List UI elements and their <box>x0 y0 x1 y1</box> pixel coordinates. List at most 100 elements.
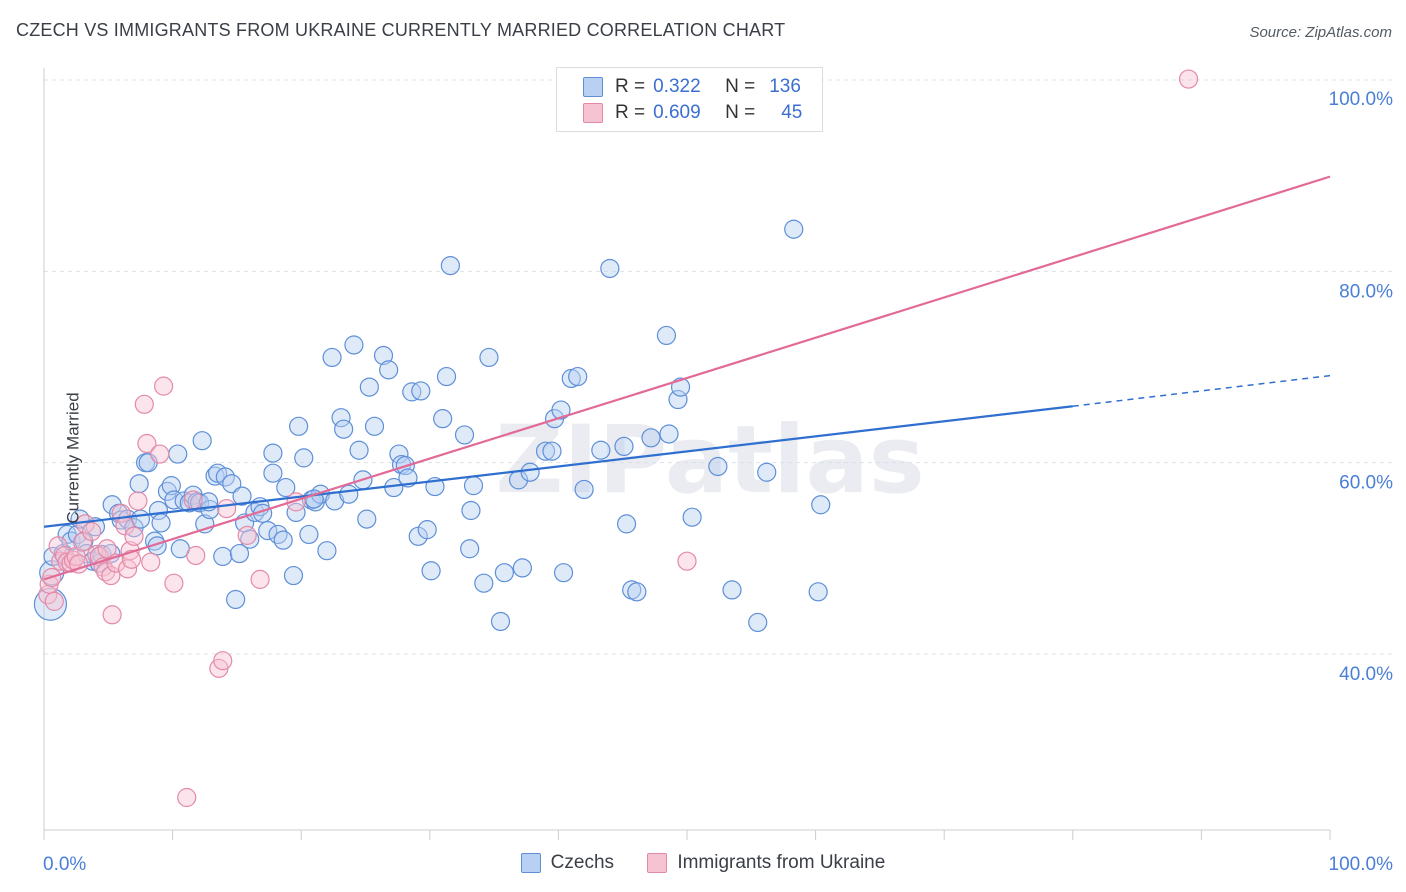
czechs-point <box>222 474 242 494</box>
czechs-point <box>289 416 309 436</box>
ukraine-point <box>97 539 117 559</box>
czechs-point <box>373 345 394 366</box>
ukraine-point <box>121 549 142 569</box>
r-value: 0.322 <box>653 76 701 97</box>
czechs-point <box>129 474 149 494</box>
ukraine-point <box>213 651 233 671</box>
czechs-point <box>331 408 351 428</box>
czechs-point <box>641 428 661 448</box>
czechs-point <box>213 546 233 567</box>
czechs-point <box>148 500 169 521</box>
r-label: R = <box>615 102 646 123</box>
ukraine-point <box>102 605 122 625</box>
ukraine-point <box>150 444 170 464</box>
stats-legend: R = 0.322 N = 136 R = 0.609 N = 45 <box>556 67 823 132</box>
ukraine-swatch <box>583 103 603 123</box>
czechs-point <box>600 258 620 279</box>
czechs-point <box>433 409 453 429</box>
czechs-point <box>659 424 679 444</box>
czechs-point <box>411 381 431 401</box>
ukraine-point <box>69 554 89 574</box>
czechs-point <box>273 530 293 550</box>
ukraine-point <box>186 545 206 566</box>
czechs-point <box>494 563 514 583</box>
axes <box>43 68 1331 840</box>
czechs-point <box>417 520 437 540</box>
czechs-point <box>512 558 532 578</box>
czechs-point <box>359 377 379 397</box>
czechs-point <box>440 255 460 276</box>
czechs-point <box>757 462 777 482</box>
czechs-point <box>656 325 677 346</box>
czechs-point <box>454 425 475 445</box>
czechs-point <box>627 582 647 602</box>
n-label: N = <box>725 76 756 97</box>
czechs-point <box>551 400 571 420</box>
czechs-point <box>553 563 574 583</box>
czechs-point <box>682 507 702 527</box>
legend-label-czechs: Czechs <box>550 852 615 873</box>
ukraine-point <box>81 521 102 542</box>
ukraine-point <box>101 565 121 586</box>
czechs-point <box>808 582 828 602</box>
czechs-point <box>232 486 252 506</box>
czechs-point <box>263 463 283 483</box>
source-label: Source: ZipAtlas.com <box>1249 24 1392 41</box>
czechs-point <box>574 479 594 500</box>
ukraine-point <box>237 525 257 545</box>
czechs-point <box>591 440 611 460</box>
legend-item-czechs[interactable]: Czechs <box>520 852 615 874</box>
ukraine-point <box>44 591 64 611</box>
ukraine-point <box>153 376 174 396</box>
n-value: 45 <box>781 102 803 123</box>
legend-label-ukraine: Immigrants from Ukraine <box>677 852 886 873</box>
czechs-point <box>263 443 283 463</box>
ukraine-point <box>177 787 197 808</box>
czechs-point <box>811 495 831 515</box>
czechs-trend-extension <box>1072 374 1331 407</box>
czechs-point <box>268 524 288 545</box>
n-value: 136 <box>769 76 801 97</box>
x-tick-label: 100.0% <box>1329 854 1394 875</box>
czechs-point <box>286 502 306 523</box>
czechs-point <box>151 513 171 533</box>
czechs-point <box>398 468 418 488</box>
ukraine-point <box>677 551 697 571</box>
ukraine-point <box>137 433 157 454</box>
czechs-point <box>479 347 499 368</box>
czechs-point <box>461 500 481 521</box>
ukraine-point <box>66 546 86 567</box>
czechs-point <box>161 476 181 496</box>
czechs-point <box>258 520 278 541</box>
czechs-point <box>364 416 385 436</box>
tick-labels: 40.0% 60.0% 80.0% 100.0% 0.0% 100.0% <box>43 89 1393 875</box>
ukraine-point <box>164 573 184 593</box>
czechs-point <box>784 219 804 239</box>
czechs-point <box>616 514 637 534</box>
legend-item-ukraine[interactable]: Immigrants from Ukraine <box>647 852 885 874</box>
ukraine-point <box>250 569 270 589</box>
ukraine-legend-swatch <box>647 853 668 873</box>
czechs-point <box>670 377 691 397</box>
czechs-point <box>722 580 742 600</box>
ukraine-points <box>38 69 1199 808</box>
czechs-point <box>460 539 480 559</box>
chart-title: CZECH VS IMMIGRANTS FROM UKRAINE CURRENT… <box>16 20 786 40</box>
n-label: N = <box>725 102 756 123</box>
czechs-point <box>748 612 768 633</box>
czechs-point <box>568 366 588 387</box>
czechs-point <box>322 347 342 368</box>
czechs-legend-swatch <box>520 853 541 873</box>
ukraine-point <box>1178 69 1199 89</box>
czechs-point <box>535 441 556 461</box>
ukraine-point <box>217 498 237 519</box>
czechs-point <box>421 561 441 581</box>
czechs-swatch <box>583 77 603 97</box>
x-tick-label: 0.0% <box>43 854 86 875</box>
r-value: 0.609 <box>653 102 701 123</box>
y-tick-label: 60.0% <box>1339 473 1393 494</box>
czechs-point <box>276 477 296 498</box>
czechs-point <box>205 466 225 486</box>
y-axis-label: Currently Married <box>63 392 83 524</box>
